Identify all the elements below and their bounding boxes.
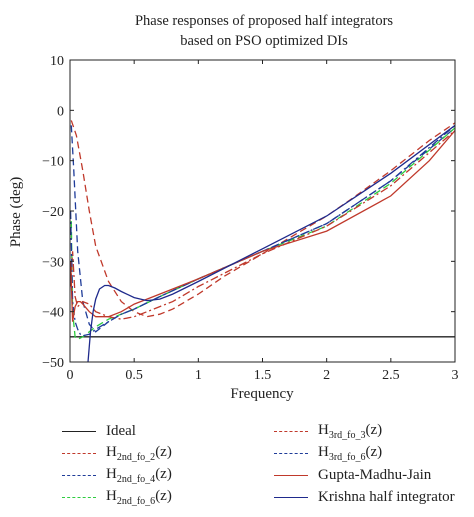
legend-item: Ideal	[62, 422, 136, 440]
legend-label: H3rd_fo_6(z)	[318, 443, 383, 463]
series-group	[70, 120, 455, 362]
plot-area: 0 0.5 1 1.5 2 2.5 3 −50 −40 −30 −20 −10 0 10	[42, 54, 458, 383]
legend-label: H2nd_fo_6(z)	[106, 487, 172, 507]
legend-swatch	[274, 430, 308, 432]
x-tick-label: 2.5	[382, 368, 400, 383]
chart-legend: Ideal H2nd_fo_2(z) H2nd_fo_4(z) H2nd_fo_6(z…	[62, 422, 462, 514]
series-line-7	[87, 124, 455, 362]
y-tick-label: −50	[42, 356, 64, 371]
y-tick-label: 0	[57, 104, 64, 119]
legend-item: H2nd_fo_4(z)	[62, 465, 172, 485]
legend-label: Gupta-Madhu-Jain	[318, 466, 432, 483]
legend-item: Gupta-Madhu-Jain	[274, 466, 431, 484]
y-tick-label: −40	[42, 306, 64, 321]
series-line-1	[70, 120, 455, 318]
legend-label: Krishna half integrator	[318, 488, 455, 505]
legend-swatch	[62, 474, 96, 476]
legend-swatch	[274, 496, 308, 498]
legend-swatch	[62, 496, 96, 498]
x-tick-label: 2	[323, 368, 330, 383]
legend-label: H2nd_fo_2(z)	[106, 443, 172, 463]
y-tick-label: −20	[42, 205, 64, 220]
x-tick-label: 3	[452, 368, 459, 383]
legend-label: H2nd_fo_4(z)	[106, 465, 172, 485]
y-tick-label: −30	[42, 255, 64, 270]
y-tick-label: 10	[50, 54, 64, 69]
legend-item: H3rd_fo_3(z)	[274, 421, 383, 441]
series-line-2	[70, 125, 455, 333]
chart-title-line-1: Phase responses of proposed half integra…	[135, 13, 393, 29]
y-axis-label: Phase (deg)	[8, 177, 24, 247]
x-tick-label: 0.5	[125, 368, 143, 383]
legend-swatch	[274, 474, 308, 476]
legend-swatch	[62, 430, 96, 432]
x-tick-label: 0	[67, 368, 74, 383]
y-tick-label: −10	[42, 155, 64, 170]
legend-swatch	[62, 452, 96, 454]
legend-label: Ideal	[106, 422, 136, 439]
axes-frame	[69, 59, 456, 363]
legend-swatch	[274, 452, 308, 454]
series-line-5	[70, 124, 455, 337]
series-line-4	[70, 130, 455, 320]
series-line-6	[70, 130, 455, 322]
legend-item: Krishna half integrator	[274, 488, 455, 506]
legend-label: H3rd_fo_3(z)	[318, 421, 383, 441]
legend-item: H2nd_fo_2(z)	[62, 443, 172, 463]
phase-response-chart: Phase responses of proposed half integra…	[8, 13, 459, 402]
x-tick-label: 1	[195, 368, 202, 383]
series-line-3	[70, 127, 455, 341]
x-tick-label: 1.5	[254, 368, 272, 383]
legend-item: H2nd_fo_6(z)	[62, 487, 172, 507]
x-axis-label: Frequency	[230, 386, 294, 402]
chart-title-line-2: based on PSO optimized DIs	[180, 33, 348, 49]
legend-item: H3rd_fo_6(z)	[274, 443, 383, 463]
